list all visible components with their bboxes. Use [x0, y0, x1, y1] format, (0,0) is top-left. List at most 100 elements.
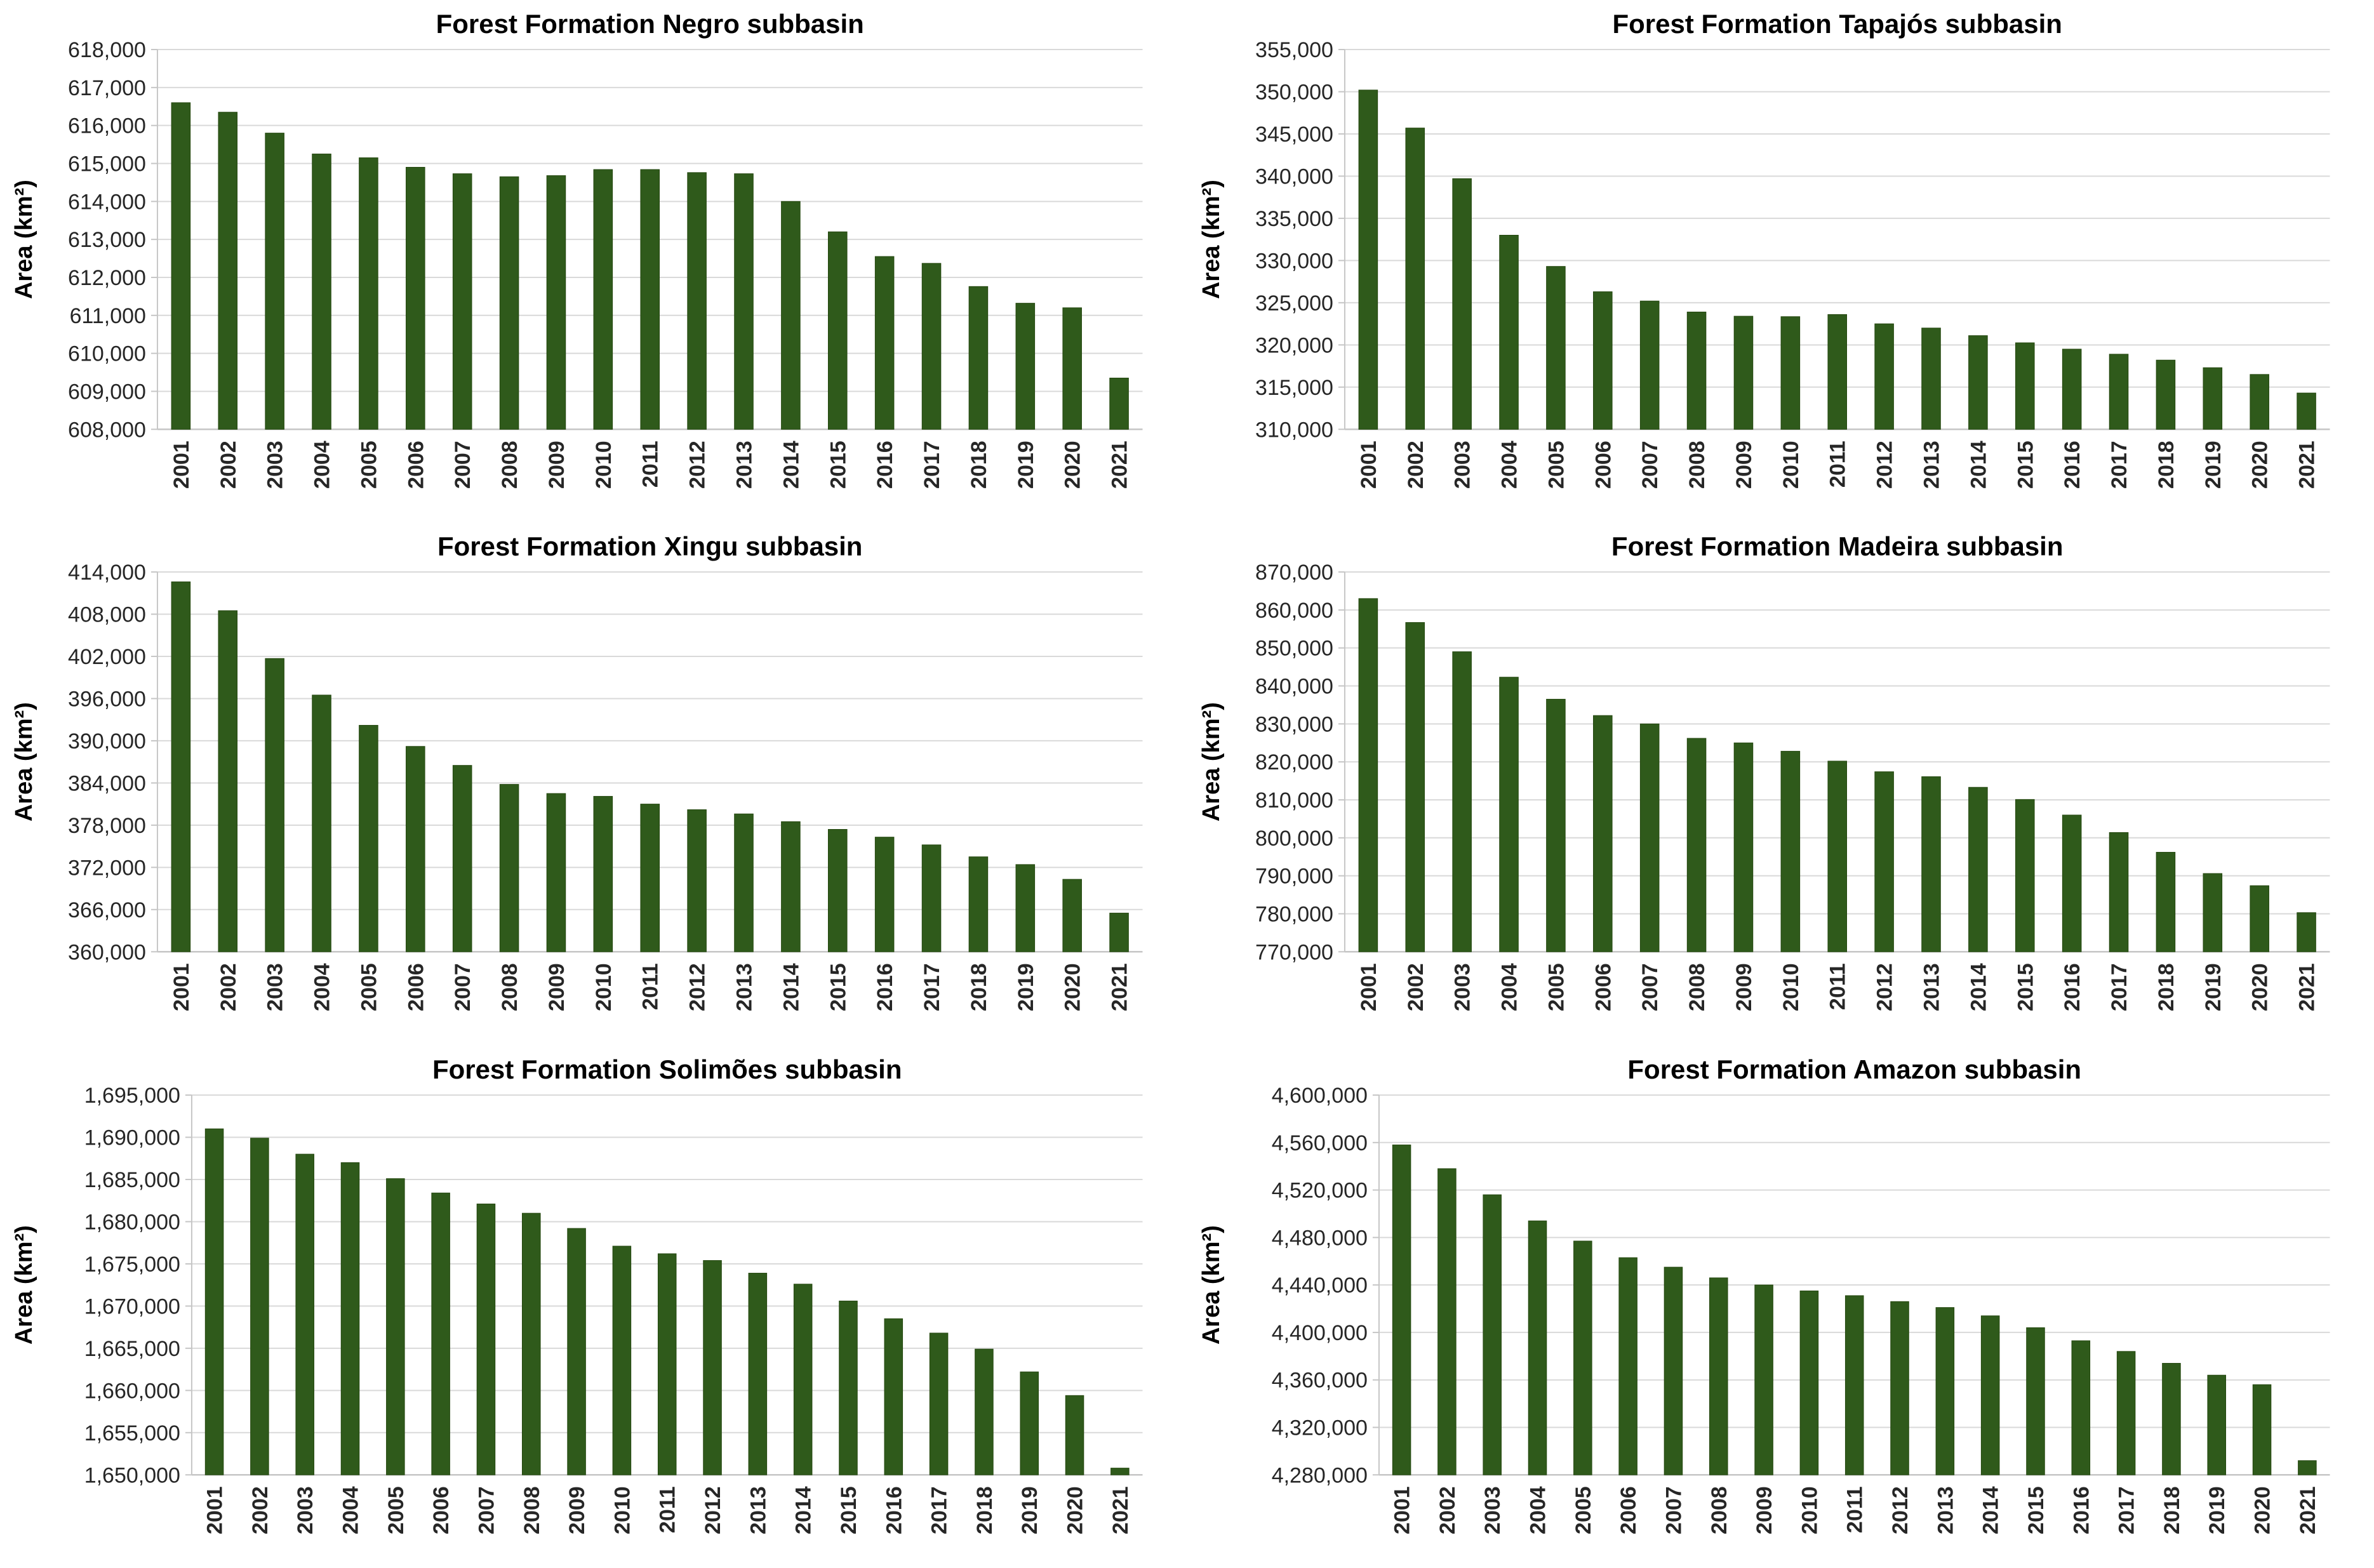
x-tick-label: 2013 — [746, 1486, 770, 1534]
bar-2021 — [2296, 912, 2316, 953]
x-tick-label: 2012 — [1888, 1486, 1912, 1534]
x-tick-label: 2019 — [1014, 441, 1038, 489]
y-tick-label: 4,480,000 — [1271, 1226, 1367, 1250]
bar-2020 — [2249, 374, 2269, 430]
bar-2004 — [340, 1162, 360, 1475]
bar-2015 — [827, 829, 848, 953]
x-tick-label: 2002 — [1435, 1486, 1459, 1534]
y-tick-label: 1,670,000 — [84, 1294, 180, 1319]
x-tick-label: 2007 — [474, 1486, 498, 1534]
y-tick-label: 384,000 — [68, 772, 146, 796]
x-tick-label: 2018 — [973, 1486, 997, 1534]
x-tick-label: 2017 — [928, 1486, 952, 1534]
bar-2013 — [1921, 776, 1941, 953]
x-tick-label: 2011 — [1843, 1486, 1867, 1533]
tapajos-bar-chart-svg: 310,000 315,000 320,000 325,000 330,000 335,0… — [1197, 9, 2330, 489]
x-tick-label: 2016 — [2069, 1486, 2093, 1534]
y-tick-label: 1,650,000 — [84, 1463, 180, 1487]
bar-2006 — [1592, 291, 1613, 430]
y-tick-label: 335,000 — [1255, 207, 1333, 231]
bar-2015 — [839, 1300, 858, 1475]
bar-2009 — [1733, 743, 1753, 953]
x-tick-label: 2019 — [2201, 441, 2225, 489]
x-tick-label: 2016 — [873, 964, 897, 1012]
x-tick-label: 2015 — [826, 964, 850, 1012]
bar-2001 — [1358, 598, 1378, 953]
bar-2013 — [734, 173, 754, 430]
bar-2006 — [406, 746, 425, 953]
bar-2009 — [546, 793, 566, 953]
bar-2008 — [1686, 311, 1706, 430]
bar-2014 — [1980, 1315, 1999, 1475]
x-tick-label: 2013 — [1919, 964, 1944, 1012]
bar-2006 — [1618, 1257, 1637, 1475]
x-tick-label: 2014 — [1978, 1486, 2003, 1534]
x-tick-label: 2013 — [1919, 441, 1944, 489]
bar-2012 — [1890, 1301, 1909, 1475]
bar-2006 — [406, 166, 425, 430]
bar-2016 — [2062, 814, 2081, 953]
x-tick-label: 2020 — [2248, 964, 2272, 1012]
bar-2014 — [781, 821, 801, 953]
bar-2011 — [640, 169, 660, 430]
y-tick-label: 617,000 — [68, 76, 146, 100]
bar-2009 — [567, 1228, 586, 1475]
x-tick-label: 2018 — [2154, 964, 2178, 1012]
bar-2017 — [2116, 1350, 2135, 1475]
chart-title: Forest Formation Amazon subbasin — [1627, 1054, 2081, 1084]
x-tick-label: 2005 — [1544, 964, 1568, 1012]
bar-2005 — [1573, 1240, 1592, 1475]
y-tick-label: 340,000 — [1255, 164, 1333, 189]
y-tick-label: 790,000 — [1255, 865, 1333, 889]
y-tick-label: 360,000 — [68, 941, 146, 965]
x-tick-label: 2011 — [639, 441, 663, 488]
bar-2012 — [687, 809, 707, 953]
x-tick-label: 2015 — [837, 1486, 861, 1534]
bar-2013 — [734, 813, 754, 953]
x-tick-label: 2002 — [1403, 441, 1427, 489]
y-tick-label: 315,000 — [1255, 376, 1333, 400]
x-tick-label: 2004 — [339, 1486, 363, 1534]
y-tick-label: 830,000 — [1255, 713, 1333, 737]
bar-2010 — [1799, 1290, 1818, 1475]
bar-2004 — [1528, 1220, 1547, 1475]
x-tick-label: 2001 — [1356, 441, 1380, 489]
x-tick-label: 2010 — [592, 441, 616, 489]
y-tick-label: 408,000 — [68, 603, 146, 627]
bar-2009 — [1733, 316, 1753, 430]
x-tick-label: 2011 — [639, 964, 663, 1011]
bar-2020 — [1062, 879, 1082, 953]
bar-2008 — [499, 784, 519, 953]
bar-2020 — [2249, 886, 2269, 953]
y-tick-label: 325,000 — [1255, 291, 1333, 316]
y-tick-label: 615,000 — [68, 152, 146, 176]
y-tick-label: 350,000 — [1255, 80, 1333, 104]
y-tick-label: 4,320,000 — [1271, 1416, 1367, 1440]
bar-2018 — [2161, 1362, 2181, 1475]
y-tick-label: 860,000 — [1255, 599, 1333, 623]
x-tick-label: 2007 — [451, 441, 475, 489]
x-tick-label: 2012 — [701, 1486, 725, 1534]
bar-2005 — [1545, 266, 1566, 430]
bar-2016 — [874, 837, 895, 953]
bar-2019 — [1020, 1371, 1039, 1475]
x-tick-label: 2015 — [2013, 964, 2037, 1012]
bar-2008 — [522, 1213, 541, 1475]
x-tick-label: 2014 — [779, 441, 803, 489]
chart-madeira-subbasin: 770,000 780,000 790,000 800,000 810,000 820,0… — [1187, 522, 2374, 1045]
x-tick-label: 2008 — [1707, 1486, 1731, 1534]
y-tick-label: 1,690,000 — [84, 1126, 180, 1150]
x-tick-label: 2014 — [1966, 964, 1991, 1012]
chart-title: Forest Formation Tapajós subbasin — [1612, 9, 2062, 39]
bar-2009 — [1754, 1284, 1773, 1475]
x-tick-label: 2006 — [429, 1486, 453, 1534]
chart-title: Forest Formation Solimões subbasin — [432, 1054, 902, 1084]
x-tick-label: 2012 — [686, 441, 710, 489]
x-tick-label: 2001 — [1356, 964, 1380, 1012]
x-tick-label: 2008 — [498, 964, 522, 1012]
x-tick-label: 2009 — [1752, 1486, 1777, 1534]
y-tick-label: 330,000 — [1255, 249, 1333, 273]
x-tick-label: 2006 — [404, 441, 428, 489]
bar-2015 — [2015, 799, 2035, 953]
x-tick-label: 2010 — [1778, 964, 1803, 1012]
